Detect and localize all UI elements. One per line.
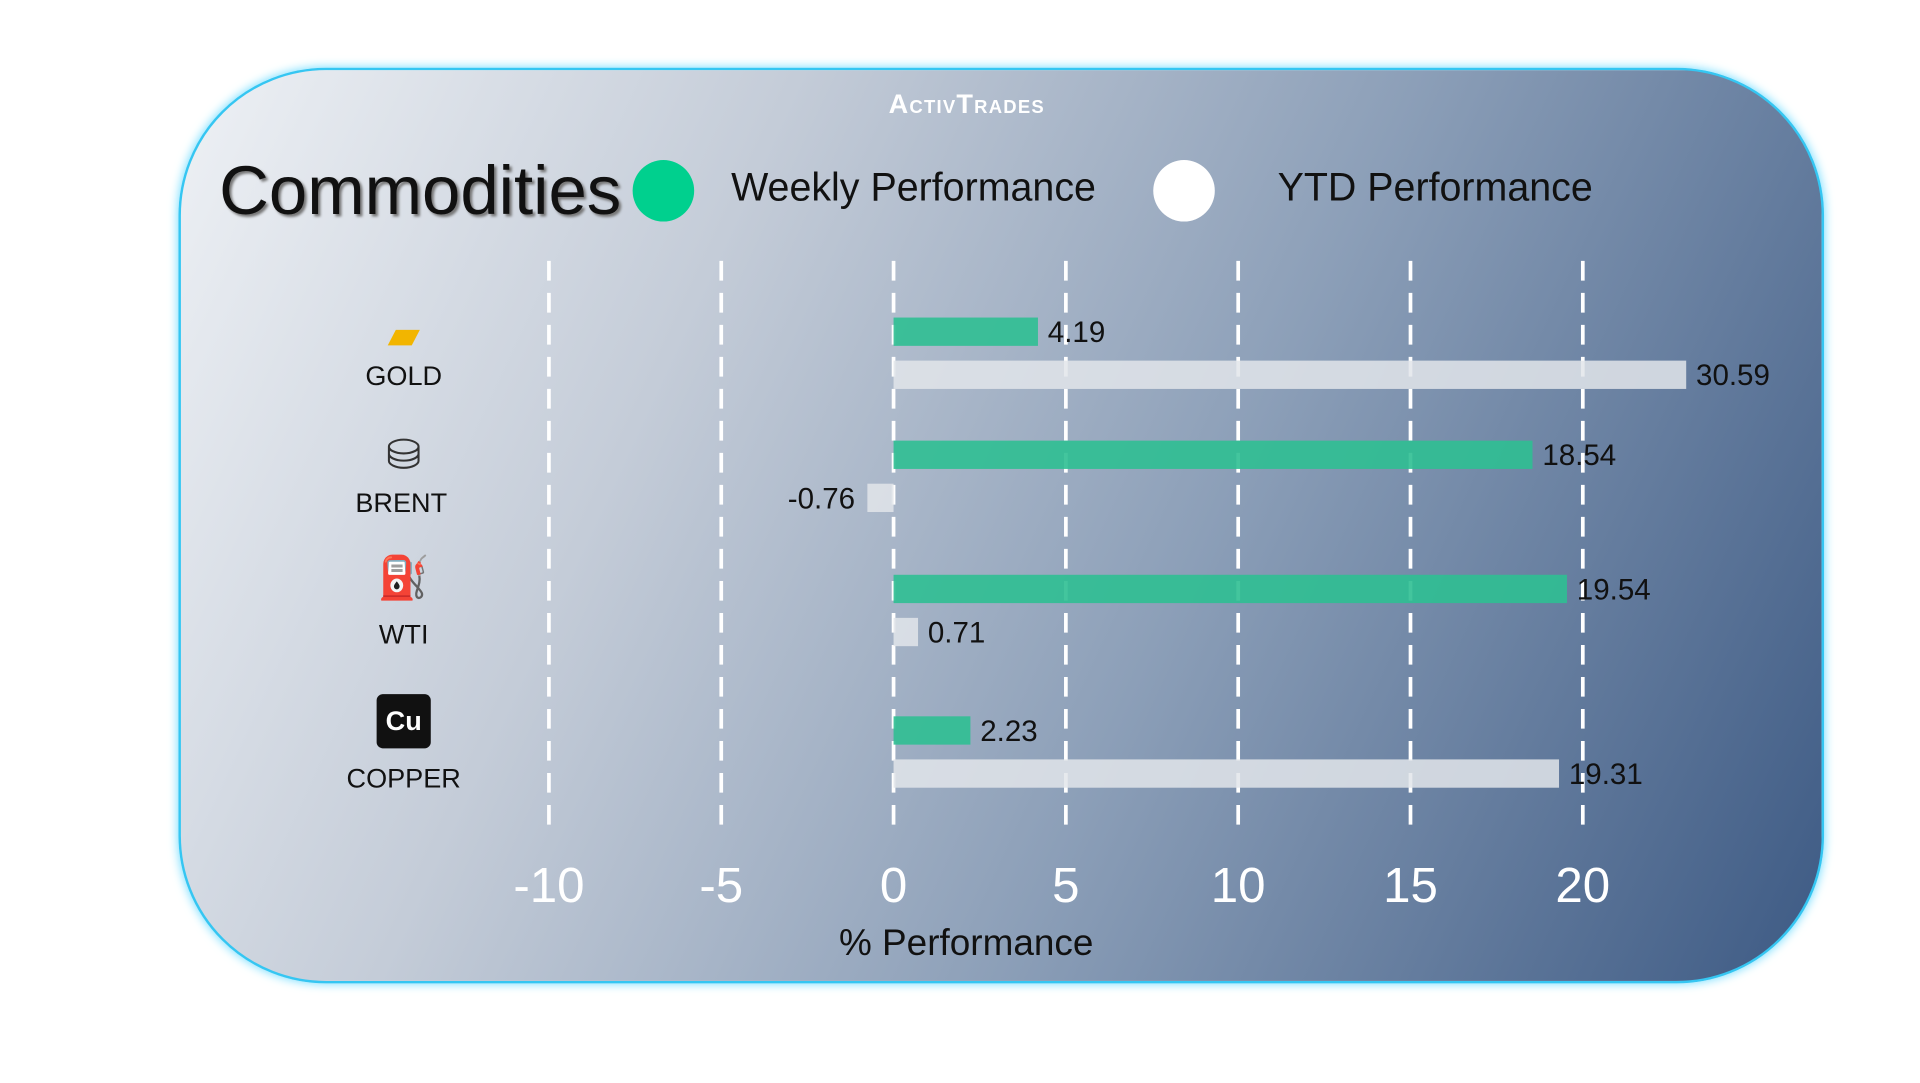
bar-ytd-wti: [893, 617, 919, 647]
category-label-copper: COPPER: [346, 763, 461, 794]
legend-ytd-label: YTD Performance: [1277, 164, 1593, 210]
legend-ytd-swatch: [1153, 160, 1215, 222]
chart-title: Commodities: [219, 151, 622, 229]
value-label: -0.76: [788, 482, 855, 515]
value-label: 0.71: [928, 616, 985, 649]
oil-barrels-icon: ⛁: [386, 432, 422, 479]
x-tick-label: 10: [1210, 859, 1266, 914]
bar-ytd-gold: [893, 360, 1687, 389]
oil-pump-icon: ⛽: [377, 555, 430, 602]
x-tick-label: 15: [1383, 859, 1438, 914]
x-tick-label: -5: [699, 859, 744, 914]
chart-card: [178, 67, 1825, 984]
legend-weekly-swatch: [632, 160, 695, 222]
category-label-brent: BRENT: [355, 487, 448, 519]
value-label: 2.23: [980, 715, 1037, 748]
bar-weekly-brent: [893, 440, 1533, 469]
category-label-gold: GOLD: [365, 360, 443, 392]
value-label: 19.54: [1577, 573, 1651, 606]
bar-weekly-wti: [893, 574, 1567, 604]
copper-element-icon: Cu: [376, 694, 431, 749]
bar-ytd-copper: [893, 759, 1560, 788]
value-label: 18.54: [1542, 439, 1616, 472]
value-label: 19.31: [1569, 758, 1643, 791]
legend-weekly-label: Weekly Performance: [731, 164, 1096, 210]
category-label-wti: WTI: [378, 619, 429, 650]
bar-weekly-gold: [893, 317, 1038, 346]
bar-ytd-brent: [867, 483, 894, 513]
value-label: 4.19: [1048, 316, 1105, 349]
brand-logo: ActivTrades: [888, 88, 1045, 120]
x-tick-label: 0: [879, 859, 908, 914]
x-axis-label: % Performance: [838, 923, 1094, 964]
x-tick-label: 20: [1555, 859, 1611, 914]
gold-bars-icon: ▰: [387, 311, 420, 359]
x-tick-label: 5: [1052, 859, 1080, 914]
bar-weekly-copper: [893, 716, 971, 745]
x-tick-label: -10: [513, 859, 585, 914]
value-label: 30.59: [1696, 359, 1770, 392]
